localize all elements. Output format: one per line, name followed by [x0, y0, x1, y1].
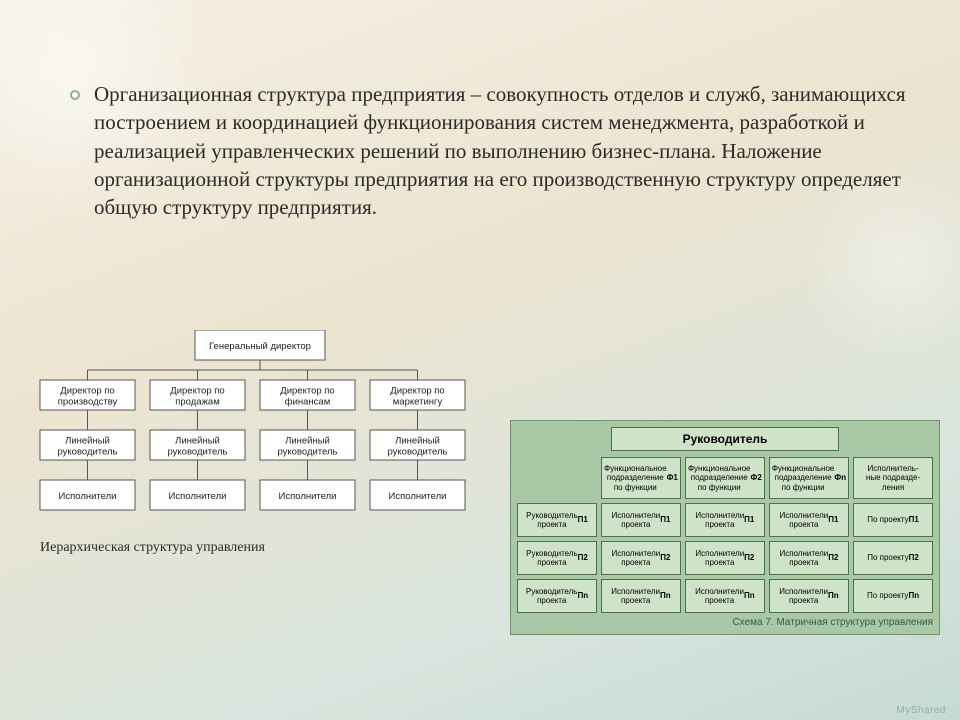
- svg-text:Линейныйруководитель: Линейныйруководитель: [277, 436, 337, 458]
- matrix-cell-2-1: Исполнителипроекта Пn: [685, 579, 765, 613]
- svg-text:Директор помаркетингу: Директор помаркетингу: [390, 386, 444, 408]
- matrix-col-header-3: Исполнитель-ные подразде-ления: [853, 457, 933, 499]
- matrix-row-header-0: Руководительпроекта П1: [517, 503, 597, 537]
- matrix-col-header-1: Функциональноеподразделениепо функции Ф2: [685, 457, 765, 499]
- svg-text:Исполнители: Исполнители: [59, 491, 117, 502]
- svg-text:Генеральный директор: Генеральный директор: [209, 341, 311, 352]
- svg-text:Директор попроизводству: Директор попроизводству: [58, 386, 118, 408]
- bullet-paragraph: Организационная структура предприятия – …: [70, 80, 910, 222]
- watermark-text: MyShared: [896, 705, 946, 716]
- matrix-col-header-2: Функциональноеподразделениепо функции Фn: [769, 457, 849, 499]
- matrix-chart: Руководитель Функциональноеподразделение…: [510, 420, 940, 635]
- matrix-col-header-0: Функциональноеподразделениепо функции Ф1: [601, 457, 681, 499]
- svg-text:Линейныйруководитель: Линейныйруководитель: [387, 436, 447, 458]
- matrix-cell-1-2: Исполнителипроекта П2: [769, 541, 849, 575]
- matrix-cell-0-0: Исполнителипроекта П1: [601, 503, 681, 537]
- hierarchical-caption: Иерархическая структура управления: [40, 540, 490, 556]
- matrix-cell-2-2: Исполнителипроекта Пn: [769, 579, 849, 613]
- matrix-cell-0-2: Исполнителипроекта П1: [769, 503, 849, 537]
- matrix-caption: Схема 7. Матричная структура управления: [517, 617, 933, 628]
- bullet-icon: [70, 90, 80, 100]
- matrix-cell-2-0: Исполнителипроекта Пn: [601, 579, 681, 613]
- hierarchical-svg: Генеральный директор Директор попроизводс…: [30, 330, 490, 530]
- matrix-cell-2-3: По проектуПn: [853, 579, 933, 613]
- svg-text:Исполнители: Исполнители: [169, 491, 227, 502]
- definition-text: Организационная структура предприятия – …: [94, 80, 910, 222]
- svg-text:Директор пофинансам: Директор пофинансам: [280, 386, 334, 408]
- matrix-cell-0-3: По проектуП1: [853, 503, 933, 537]
- matrix-row-header-2: Руководительпроекта Пn: [517, 579, 597, 613]
- matrix-title: Руководитель: [611, 427, 840, 451]
- hierarchical-chart: Генеральный директор Директор попроизводс…: [30, 330, 490, 556]
- svg-text:Исполнители: Исполнители: [279, 491, 337, 502]
- matrix-cell-1-3: По проектуП2: [853, 541, 933, 575]
- svg-text:Линейныйруководитель: Линейныйруководитель: [57, 436, 117, 458]
- svg-text:Директор попродажам: Директор попродажам: [170, 386, 224, 408]
- matrix-cell-1-0: Исполнителипроекта П2: [601, 541, 681, 575]
- matrix-grid: Функциональноеподразделениепо функции Ф1…: [517, 457, 933, 613]
- matrix-row-header-1: Руководительпроекта П2: [517, 541, 597, 575]
- matrix-cell-0-1: Исполнителипроекта П1: [685, 503, 765, 537]
- matrix-corner: [517, 457, 597, 499]
- matrix-cell-1-1: Исполнителипроекта П2: [685, 541, 765, 575]
- svg-text:Исполнители: Исполнители: [389, 491, 447, 502]
- svg-text:Линейныйруководитель: Линейныйруководитель: [167, 436, 227, 458]
